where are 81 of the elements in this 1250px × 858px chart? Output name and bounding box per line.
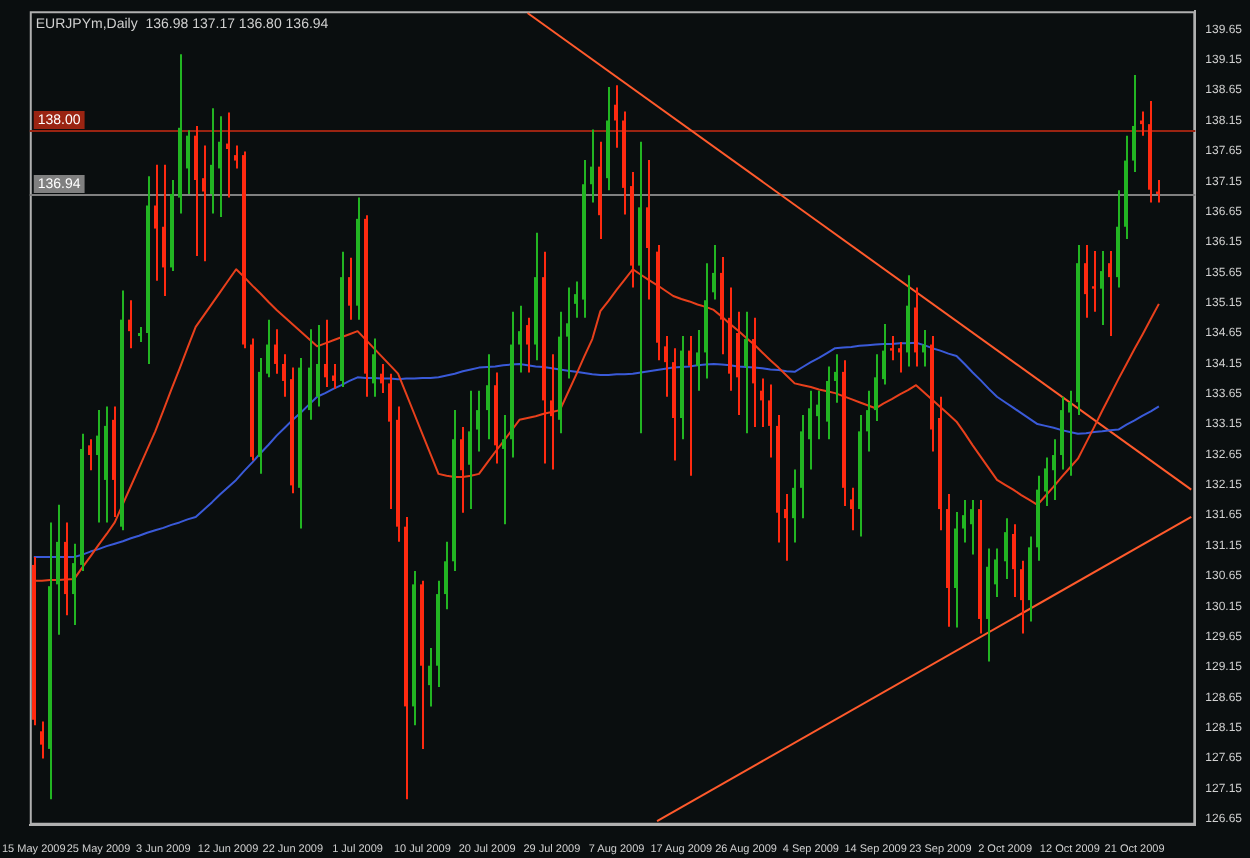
- candlestick: [850, 486, 854, 532]
- candlestick: [324, 318, 328, 389]
- candlestick: [646, 158, 650, 301]
- candlestick: [40, 720, 44, 760]
- candlestick: [96, 409, 100, 524]
- candlestick: [1020, 559, 1024, 635]
- candlestick: [282, 353, 286, 398]
- candlestick: [444, 540, 448, 611]
- candlestick: [994, 547, 998, 599]
- candlestick: [486, 353, 490, 441]
- candlestick: [808, 389, 812, 471]
- candlestick: [1092, 250, 1096, 313]
- candlestick: [1052, 438, 1056, 501]
- candlestick: [1068, 389, 1072, 477]
- candlestick: [970, 498, 974, 556]
- candlestick: [1004, 517, 1008, 580]
- candlestick: [590, 128, 594, 204]
- candlestick: [380, 362, 384, 395]
- candlestick: [1140, 110, 1144, 137]
- candlestick: [428, 647, 432, 708]
- candlestick: [898, 341, 902, 374]
- candlestick: [720, 256, 724, 356]
- candlestick: [890, 335, 894, 362]
- candlestick: [202, 144, 206, 263]
- candlestick: [234, 144, 238, 170]
- candlestick: [792, 468, 796, 544]
- candlestick: [88, 438, 92, 472]
- candlestick: [348, 256, 352, 321]
- candlestick: [696, 328, 700, 392]
- candlestick: [372, 337, 376, 398]
- candlestick: [72, 542, 76, 627]
- candlestick: [526, 316, 530, 374]
- candlestick: [760, 377, 764, 429]
- candlestick: [574, 280, 578, 319]
- candlestick: [1084, 243, 1088, 319]
- candlestick: [128, 299, 132, 350]
- candlestick: [826, 365, 830, 441]
- candlestick: [460, 426, 464, 514]
- candlestick: [1100, 250, 1104, 327]
- candlestick: [962, 498, 966, 544]
- candlestick: [194, 124, 198, 257]
- candlestick: [1044, 456, 1048, 508]
- candlestick: [816, 389, 820, 441]
- candlestick: [316, 324, 320, 408]
- candlestick: [274, 328, 278, 375]
- candlestick: [388, 372, 392, 511]
- candlestick: [906, 274, 910, 368]
- candlestick: [1132, 73, 1136, 174]
- candlestick: [688, 335, 692, 477]
- candlestick: [154, 163, 158, 282]
- candlestick: [550, 353, 554, 471]
- candlestick: [914, 286, 918, 368]
- candlestick: [566, 286, 570, 380]
- candlestick: [874, 353, 878, 423]
- candlestick: [736, 310, 740, 416]
- candlestick: [1012, 523, 1016, 599]
- candlestick: [332, 362, 336, 390]
- candlestick: [712, 243, 716, 301]
- candlestick: [752, 316, 756, 429]
- candlestick: [218, 115, 222, 219]
- candlestick: [882, 322, 886, 386]
- candlestick: [226, 111, 230, 199]
- candlestick: [664, 335, 668, 398]
- candlestick: [308, 328, 312, 421]
- candlestick: [744, 310, 748, 435]
- candlestick: [834, 353, 838, 404]
- candlestick: [162, 163, 166, 297]
- candlestick: [1060, 395, 1064, 471]
- candlestick: [614, 84, 618, 149]
- candlestick: [56, 503, 60, 636]
- candlestick: [502, 413, 506, 526]
- candlestick: [266, 318, 270, 379]
- candlestick: [468, 389, 472, 511]
- candlestick: [476, 389, 480, 453]
- candlestick: [186, 129, 190, 195]
- candlestick: [1108, 250, 1112, 338]
- candlestick: [866, 389, 870, 453]
- candlestick: [210, 107, 214, 215]
- candlestick: [784, 492, 788, 562]
- candlestick: [768, 383, 772, 459]
- candlestick: [518, 304, 522, 374]
